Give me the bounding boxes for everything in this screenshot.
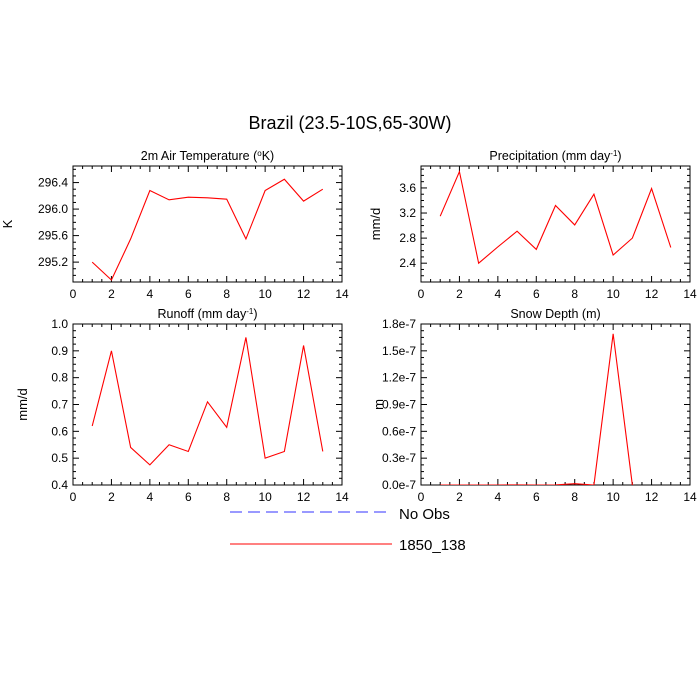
x-tick-label: 4: [495, 287, 502, 301]
y-tick-label: 0.7: [51, 398, 68, 412]
x-tick-label: 4: [147, 490, 154, 504]
x-tick-label: 10: [606, 287, 620, 301]
x-tick-label: 8: [223, 287, 230, 301]
x-tick-label: 8: [571, 490, 578, 504]
x-tick-label: 0: [418, 490, 425, 504]
y-axis-label: mm/d: [368, 208, 383, 241]
x-tick-label: 6: [533, 287, 540, 301]
x-tick-label: 2: [108, 287, 115, 301]
y-tick-label: 295.6: [38, 229, 68, 243]
series-line: [91, 337, 324, 466]
y-tick-label: 0.3e-7: [382, 451, 416, 465]
y-tick-label: 0.5: [51, 451, 68, 465]
x-tick-label: 10: [606, 490, 620, 504]
panel-air-temperature: 2m Air Temperature (oK) 0 2 4 6 8 10 12 14 295.2 2…: [0, 149, 349, 302]
x-tick-label: 4: [147, 287, 154, 301]
panel-title: Snow Depth (m): [510, 307, 600, 321]
x-tick-label: 14: [683, 490, 697, 504]
y-tick-label: 0.6e-7: [382, 424, 416, 438]
legend: No Obs 1850_138: [230, 506, 466, 554]
y-tick-label: 3.6: [399, 181, 416, 195]
series-line: [91, 178, 324, 281]
y-tick-label: 0.9e-7: [382, 398, 416, 412]
x-tick-label: 2: [108, 490, 115, 504]
y-tick-label: 296.0: [38, 202, 68, 216]
x-tick-label: 12: [645, 490, 659, 504]
x-tick-label: 14: [683, 287, 697, 301]
y-tick-label: 0.9: [51, 344, 68, 358]
y-tick-label: 296.4: [38, 176, 68, 190]
x-tick-label: 4: [495, 490, 502, 504]
y-tick-label: 1.8e-7: [382, 317, 416, 331]
y-tick-label: 2.4: [399, 256, 416, 270]
panel-title: Runoff (mm day-1): [158, 307, 258, 322]
x-tick-label: 0: [70, 287, 77, 301]
x-tick-label: 0: [418, 287, 425, 301]
legend-label-1850-138: 1850_138: [399, 537, 466, 554]
series-line: [439, 169, 672, 265]
x-tick-label: 10: [258, 490, 272, 504]
x-tick-label: 6: [533, 490, 540, 504]
figure-title: Brazil (23.5-10S,65-30W): [248, 113, 451, 133]
x-tick-label: 0: [70, 490, 77, 504]
y-tick-label: 0.6: [51, 424, 68, 438]
x-tick-label: 6: [185, 287, 192, 301]
x-tick-label: 6: [185, 490, 192, 504]
x-tick-label: 2: [456, 490, 463, 504]
legend-label-no-obs: No Obs: [399, 506, 450, 523]
x-tick-label: 2: [456, 287, 463, 301]
y-tick-label: 295.2: [38, 255, 68, 269]
series-line: [440, 333, 634, 485]
panel-runoff: Runoff (mm day-1) 0 2 4 6 8 10 12 14 0.4 0.5 0.6 0.7…: [15, 307, 349, 505]
y-axis-label: mm/d: [15, 388, 30, 421]
y-tick-label: 1.2e-7: [382, 371, 416, 385]
plot-frame: [420, 323, 691, 486]
y-axis-label: K: [0, 219, 15, 228]
panel-snow-depth: Snow Depth (m) 0 2 4 6 8 10 12 14 0.0e-7 0.3e-7 0.6…: [371, 307, 697, 504]
x-tick-label: 12: [297, 490, 311, 504]
y-tick-label: 1.5e-7: [382, 344, 416, 358]
y-axis-label: m: [371, 399, 386, 410]
y-tick-label: 0.0e-7: [382, 478, 416, 492]
x-tick-label: 12: [297, 287, 311, 301]
y-tick-label: 2.8: [399, 231, 416, 245]
y-tick-label: 0.8: [51, 371, 68, 385]
x-tick-label: 14: [335, 490, 349, 504]
panel-precipitation: Precipitation (mm day-1) 0 2 4 6 8 10 12 14 2.4 2.…: [368, 149, 697, 302]
y-tick-label: 0.4: [51, 478, 68, 492]
x-tick-label: 10: [258, 287, 272, 301]
plot-frame: [72, 323, 343, 486]
x-tick-label: 14: [335, 287, 349, 301]
x-tick-label: 12: [645, 287, 659, 301]
panel-title: Precipitation (mm day-1): [489, 149, 621, 164]
x-tick-label: 8: [571, 287, 578, 301]
y-tick-label: 3.2: [399, 206, 416, 220]
y-tick-label: 1.0: [51, 317, 68, 331]
panel-title: 2m Air Temperature (oK): [141, 149, 274, 164]
x-tick-label: 8: [223, 490, 230, 504]
plot-frame: [72, 165, 343, 283]
